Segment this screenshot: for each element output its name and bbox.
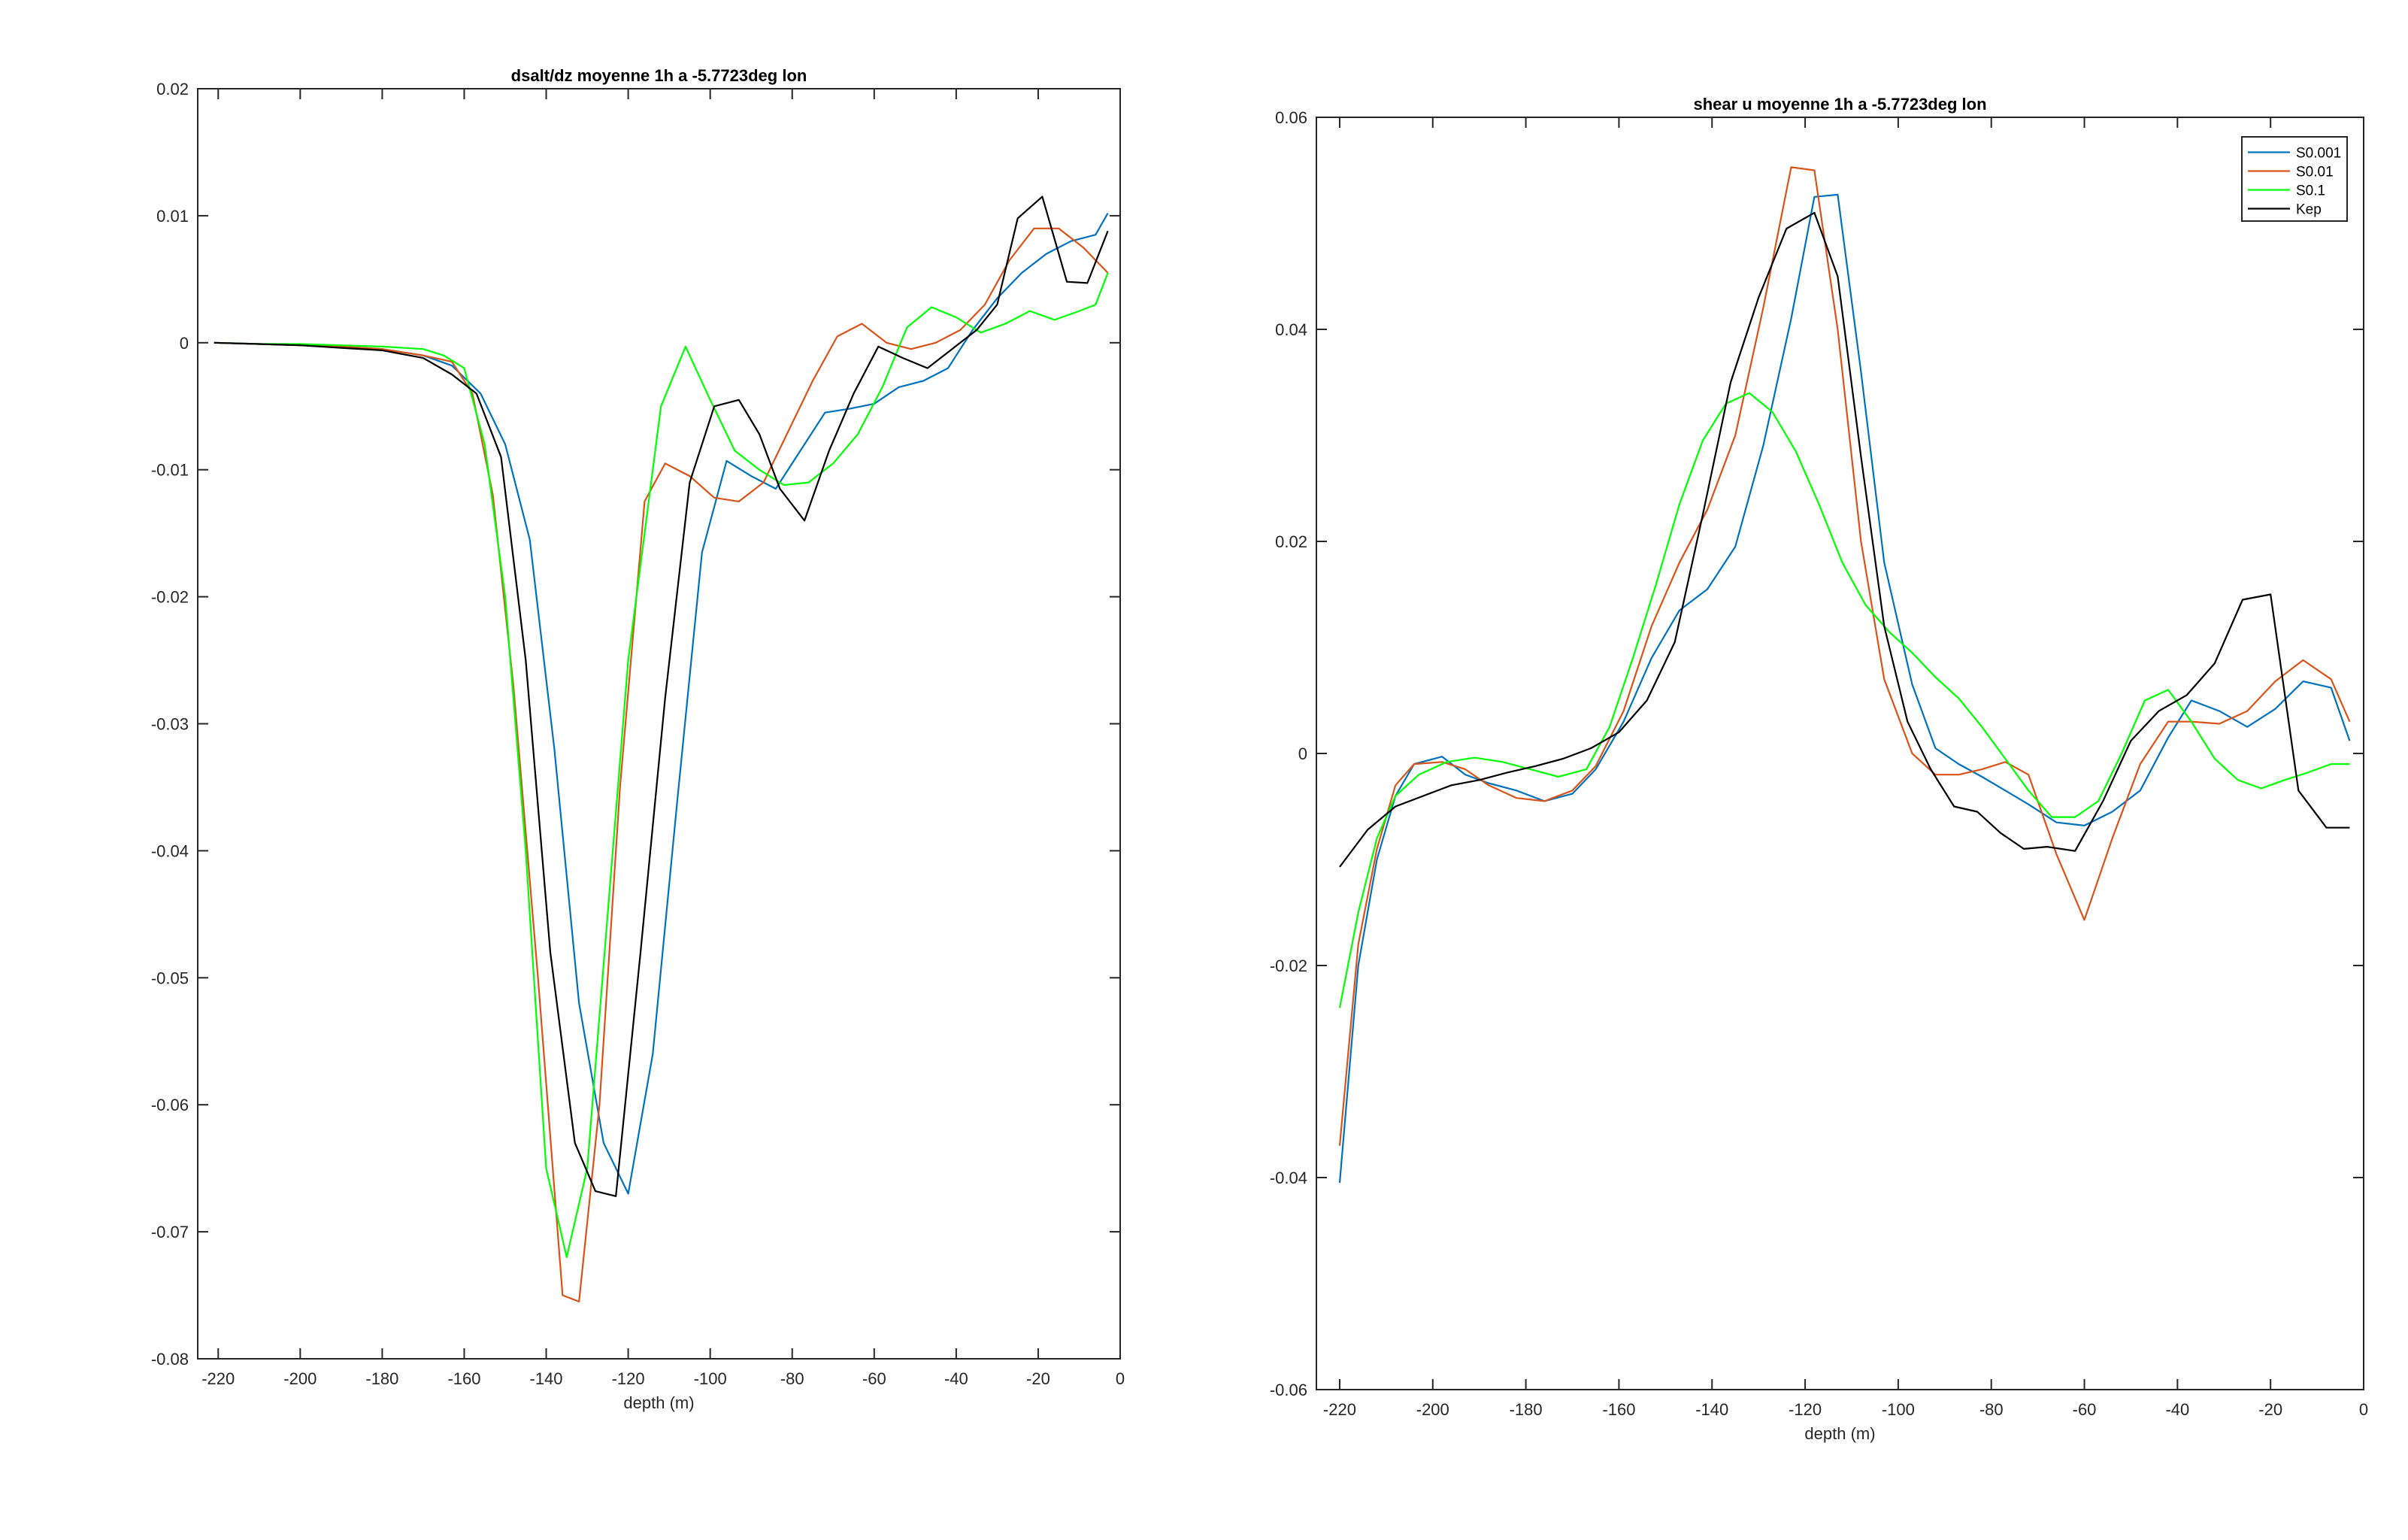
x-tick-label: -140 (1695, 1400, 1728, 1419)
x-tick-label: -180 (1510, 1400, 1543, 1419)
y-tick-labels: -0.08 -0.07 -0.06 -0.05 -0.04 -0.03 -0.02 -0.01… (151, 80, 189, 1369)
x-tick-label: -120 (612, 1369, 645, 1388)
chart-shear-u: -220 -200 -180 -160 -140 -120 -100 -80 -60 -40 -20… (1270, 95, 2368, 1443)
series-lines (214, 196, 1109, 1303)
series-line-s0-1 (1338, 392, 2350, 1008)
x-axis-label: depth (m) (1804, 1424, 1875, 1443)
y-tick-label: 0.02 (156, 80, 189, 99)
x-tick-label: -120 (1789, 1400, 1822, 1419)
x-tick-label: -20 (1026, 1369, 1050, 1388)
legend-label: S0.01 (2296, 165, 2334, 180)
legend[interactable]: S0.001 S0.01 S0.1 Kep (2241, 136, 2348, 222)
series-line-3 (214, 196, 1109, 1197)
y-tick-label: -0.02 (1270, 956, 1307, 975)
y-tick-label: 0.06 (1275, 108, 1307, 127)
x-tick-labels: -220 -200 -180 -160 -140 -120 -100 -80 -60 -40 -20… (1323, 1400, 2368, 1419)
x-tick-label: -200 (283, 1369, 317, 1388)
legend-label: S0.1 (2296, 183, 2325, 199)
chart-title: shear u moyenne 1h a -5.7723deg lon (1693, 95, 1986, 114)
x-tick-label: -200 (1416, 1400, 1449, 1419)
legend-box (2241, 136, 2348, 222)
x-tick-label: -80 (780, 1369, 804, 1388)
x-tick-label: -160 (1602, 1400, 1635, 1419)
y-tick-label: -0.02 (151, 588, 189, 607)
x-axis-label: depth (m) (623, 1393, 694, 1412)
x-tick-label: -40 (2165, 1400, 2189, 1419)
plot-area (197, 88, 1121, 1360)
axis-ticks (198, 88, 1121, 1360)
y-tick-label: 0.01 (156, 207, 189, 226)
x-tick-labels: -220 -200 -180 -160 -140 -120 -100 -80 -60 -40 -20… (201, 1369, 1125, 1388)
x-tick-label: -220 (1323, 1400, 1356, 1419)
x-tick-label: -100 (1882, 1400, 1915, 1419)
series-line-2 (214, 272, 1109, 1259)
legend-label: Kep (2296, 202, 2322, 218)
x-tick-label: -140 (530, 1369, 563, 1388)
y-tick-label: -0.04 (1270, 1169, 1307, 1187)
x-tick-label: -20 (2258, 1400, 2282, 1419)
x-tick-label: -160 (447, 1369, 480, 1388)
y-tick-label: -0.04 (151, 841, 189, 860)
y-tick-label: 0 (180, 334, 189, 353)
x-tick-label: -80 (1979, 1400, 2004, 1419)
axis-ticks (1316, 117, 2364, 1390)
series-line-1 (214, 227, 1109, 1303)
x-tick-label: -40 (944, 1369, 968, 1388)
y-tick-labels: -0.06 -0.04 -0.02 0 0.02 0.04 0.06 (1270, 108, 1307, 1399)
y-tick-label: 0.02 (1275, 532, 1307, 551)
chart-dsalt-dz: -220 -200 -180 -160 -140 -120 -100 -80 -60 -40 -20… (151, 66, 1125, 1412)
x-tick-label: -60 (862, 1369, 886, 1388)
x-tick-label: -100 (694, 1369, 727, 1388)
chart-title: dsalt/dz moyenne 1h a -5.7723deg lon (511, 66, 807, 85)
x-tick-label: 0 (1116, 1369, 1125, 1388)
x-tick-label: -60 (2073, 1400, 2097, 1419)
y-tick-label: 0 (1298, 744, 1307, 763)
y-tick-label: -0.01 (151, 461, 189, 480)
x-tick-label: -180 (365, 1369, 398, 1388)
legend-label: S0.001 (2296, 146, 2341, 162)
x-tick-label: 0 (2359, 1400, 2368, 1419)
series-line-kep (1339, 211, 2350, 868)
y-tick-label: 0.04 (1275, 320, 1307, 339)
y-tick-label: -0.05 (151, 969, 189, 987)
y-tick-label: -0.06 (151, 1096, 189, 1114)
y-tick-label: -0.08 (151, 1350, 189, 1369)
y-tick-label: -0.06 (1270, 1381, 1307, 1399)
series-lines (1338, 166, 2351, 1184)
x-tick-label: -220 (201, 1369, 235, 1388)
y-tick-label: -0.07 (151, 1223, 189, 1241)
series-line-0 (214, 212, 1109, 1195)
y-tick-label: -0.03 (151, 715, 189, 734)
plot-area (1316, 117, 2364, 1390)
